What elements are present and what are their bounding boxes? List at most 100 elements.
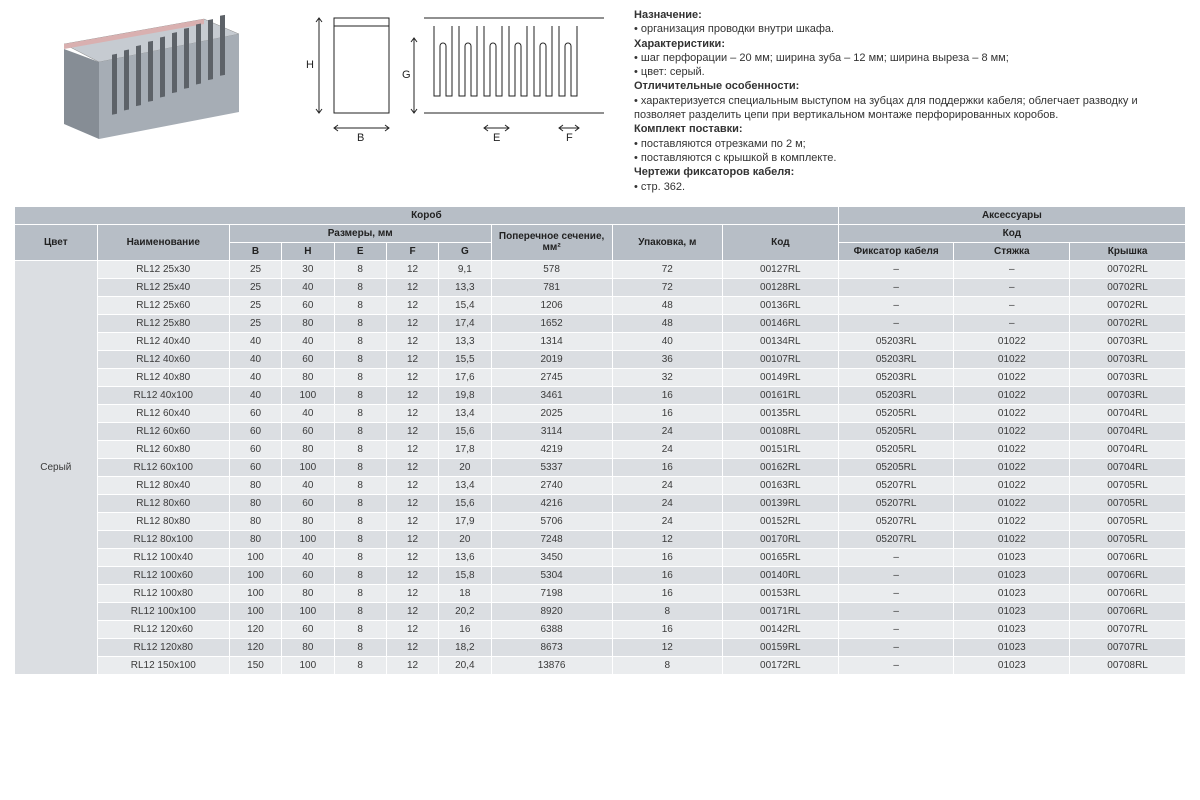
- diagram-icon: H B G E F: [294, 8, 614, 158]
- cell-E: 8: [334, 260, 386, 278]
- cell-cross: 5706: [491, 512, 612, 530]
- label-G: G: [402, 69, 411, 81]
- col-cover: Крышка: [1070, 242, 1186, 260]
- cell-H: 80: [282, 584, 334, 602]
- cell-cross: 4219: [491, 440, 612, 458]
- cell-pack: 8: [612, 602, 722, 620]
- cell-G: 16: [439, 620, 491, 638]
- cell-B: 80: [229, 476, 281, 494]
- table-row: RL12 60x100601008122053371600162RL05205R…: [15, 458, 1186, 476]
- cell-G: 18,2: [439, 638, 491, 656]
- cell-tie: 01022: [954, 422, 1070, 440]
- cell-F: 12: [386, 512, 438, 530]
- cell-cover: 00705RL: [1070, 494, 1186, 512]
- cell-tie: 01022: [954, 494, 1070, 512]
- cell-fix: 05203RL: [838, 350, 954, 368]
- cell-pack: 24: [612, 476, 722, 494]
- cell-fix: –: [838, 296, 954, 314]
- top-section: H B G E F Назначение: организация провод…: [14, 8, 1186, 194]
- cell-pack: 24: [612, 422, 722, 440]
- cell-B: 60: [229, 422, 281, 440]
- cell-fix: –: [838, 566, 954, 584]
- cell-name: RL12 60x80: [97, 440, 229, 458]
- cell-F: 12: [386, 422, 438, 440]
- cell-tie: 01022: [954, 440, 1070, 458]
- cell-tie: 01022: [954, 386, 1070, 404]
- cell-tie: 01022: [954, 404, 1070, 422]
- cell-B: 25: [229, 278, 281, 296]
- cell-name: RL12 80x60: [97, 494, 229, 512]
- delivery-label: Комплект поставки:: [634, 123, 743, 135]
- cell-cover: 00705RL: [1070, 530, 1186, 548]
- table-row: RL12 40x60406081215,520193600107RL05203R…: [15, 350, 1186, 368]
- cell-E: 8: [334, 476, 386, 494]
- cell-G: 9,1: [439, 260, 491, 278]
- cell-code: 00152RL: [722, 512, 838, 530]
- table-header: Короб Аксессуары Цвет Наименование Разме…: [15, 206, 1186, 260]
- cell-fix: –: [838, 638, 954, 656]
- cell-cross: 2740: [491, 476, 612, 494]
- cell-tie: –: [954, 260, 1070, 278]
- table-row: RL12 80x80808081217,957062400152RL05207R…: [15, 512, 1186, 530]
- cell-B: 25: [229, 260, 281, 278]
- cell-tie: 01022: [954, 512, 1070, 530]
- features-label: Отличительные особенности:: [634, 80, 799, 92]
- cell-tie: 01023: [954, 638, 1070, 656]
- cell-name: RL12 25x80: [97, 314, 229, 332]
- cell-G: 15,8: [439, 566, 491, 584]
- cell-H: 40: [282, 476, 334, 494]
- cell-F: 12: [386, 548, 438, 566]
- table-row: RL12 100x401004081213,634501600165RL–010…: [15, 548, 1186, 566]
- spec-table: Короб Аксессуары Цвет Наименование Разме…: [14, 206, 1186, 675]
- cell-pack: 24: [612, 440, 722, 458]
- cell-tie: 01022: [954, 476, 1070, 494]
- cell-cover: 00706RL: [1070, 584, 1186, 602]
- cell-pack: 16: [612, 404, 722, 422]
- cell-cross: 4216: [491, 494, 612, 512]
- col-H: H: [282, 242, 334, 260]
- cell-code: 00136RL: [722, 296, 838, 314]
- cell-name: RL12 100x100: [97, 602, 229, 620]
- cell-G: 15,6: [439, 422, 491, 440]
- cell-E: 8: [334, 656, 386, 674]
- delivery-text2: поставляются с крышкой в комплекте.: [634, 151, 1156, 165]
- cell-F: 12: [386, 296, 438, 314]
- cell-F: 12: [386, 260, 438, 278]
- cell-E: 8: [334, 566, 386, 584]
- cell-E: 8: [334, 584, 386, 602]
- cell-code: 00108RL: [722, 422, 838, 440]
- cell-tie: 01022: [954, 332, 1070, 350]
- cell-F: 12: [386, 350, 438, 368]
- cell-cover: 00703RL: [1070, 332, 1186, 350]
- cell-name: RL12 60x100: [97, 458, 229, 476]
- cell-code: 00170RL: [722, 530, 838, 548]
- cell-cross: 5337: [491, 458, 612, 476]
- cell-F: 12: [386, 278, 438, 296]
- cell-E: 8: [334, 332, 386, 350]
- cell-H: 100: [282, 656, 334, 674]
- cell-E: 8: [334, 494, 386, 512]
- cell-B: 100: [229, 584, 281, 602]
- cell-E: 8: [334, 602, 386, 620]
- cell-fix: 05207RL: [838, 494, 954, 512]
- cell-cover: 00706RL: [1070, 566, 1186, 584]
- cell-tie: 01023: [954, 656, 1070, 674]
- group-accessories: Аксессуары: [838, 206, 1185, 224]
- cell-cover: 00704RL: [1070, 404, 1186, 422]
- cell-H: 80: [282, 368, 334, 386]
- cell-B: 25: [229, 314, 281, 332]
- cell-fix: –: [838, 584, 954, 602]
- cell-F: 12: [386, 404, 438, 422]
- cell-fix: –: [838, 260, 954, 278]
- cell-E: 8: [334, 530, 386, 548]
- cell-pack: 8: [612, 656, 722, 674]
- cell-F: 12: [386, 494, 438, 512]
- cell-F: 12: [386, 314, 438, 332]
- cell-code: 00146RL: [722, 314, 838, 332]
- cell-pack: 16: [612, 566, 722, 584]
- cell-cross: 5304: [491, 566, 612, 584]
- cell-G: 20: [439, 458, 491, 476]
- table-body: СерыйRL12 25x3025308129,15787200127RL––0…: [15, 260, 1186, 674]
- cell-B: 100: [229, 602, 281, 620]
- col-tie: Стяжка: [954, 242, 1070, 260]
